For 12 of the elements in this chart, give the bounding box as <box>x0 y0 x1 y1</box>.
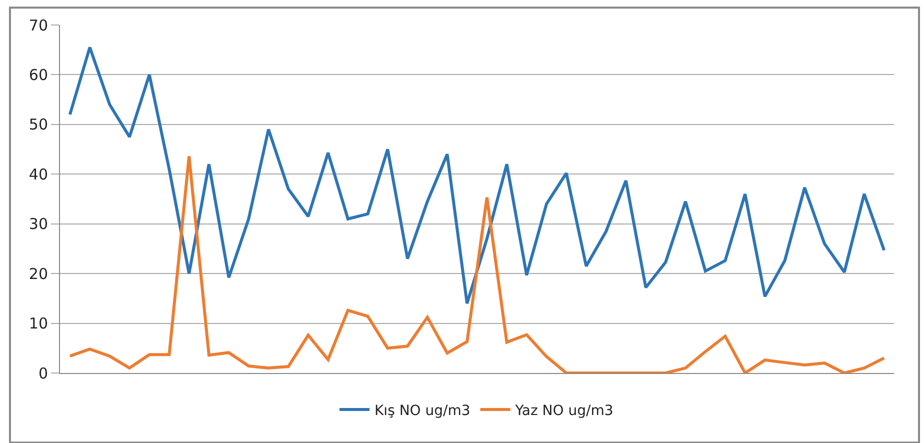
y-tick-label: 50 <box>28 116 48 134</box>
y-tick-label: 70 <box>28 16 48 34</box>
line-series <box>68 154 886 373</box>
y-tick-label: 0 <box>38 364 48 382</box>
y-tick-label: 30 <box>28 215 48 234</box>
legend-label: Yaz NO ug/m3 <box>514 402 614 419</box>
y-tick-label: 40 <box>28 165 48 184</box>
y-tick-label: 10 <box>28 314 48 333</box>
y-tick-label: 60 <box>28 66 48 84</box>
y-tick-label: 20 <box>28 264 48 283</box>
line-series <box>68 46 886 305</box>
legend-label: Kış NO ug/m3 <box>374 402 470 419</box>
